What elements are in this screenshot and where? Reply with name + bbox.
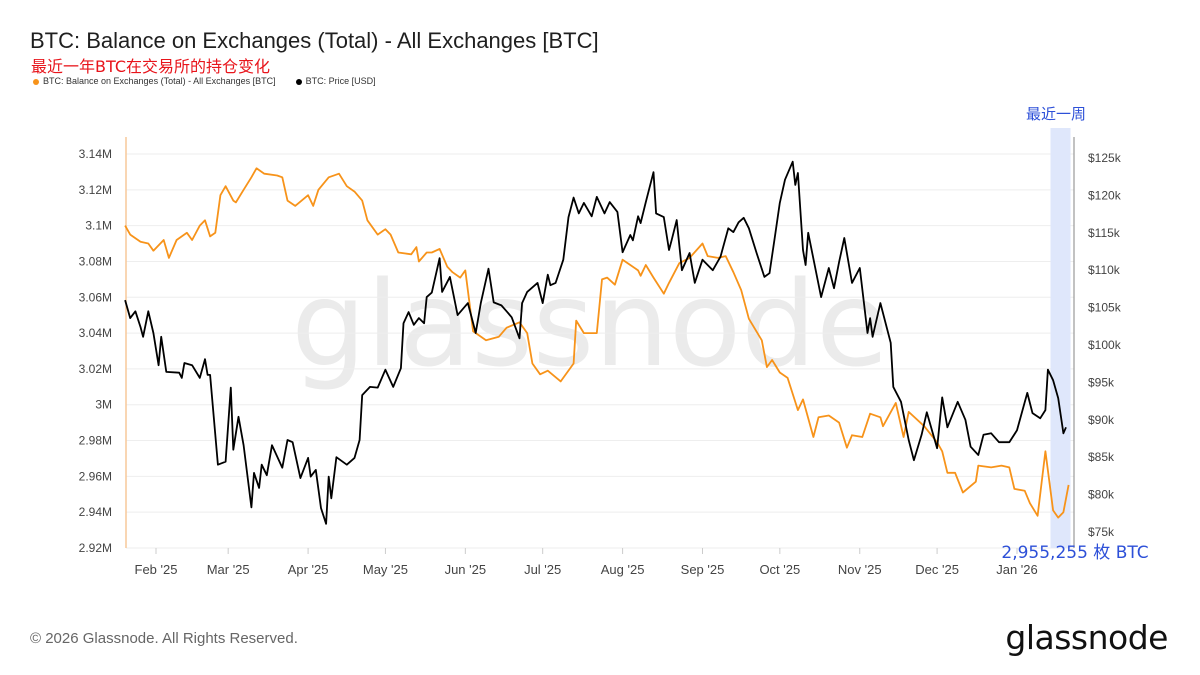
x-tick-label: Jul '25 <box>524 562 561 577</box>
glassnode-logo[interactable]: glassnode <box>1005 618 1168 657</box>
x-tick-label: Sep '25 <box>681 562 725 577</box>
x-tick-label: May '25 <box>363 562 408 577</box>
latest-value-label: 2,955,255 枚 BTC <box>1001 543 1148 563</box>
y-right-tick-label: $115k <box>1088 226 1121 240</box>
legend-item-price[interactable]: BTC: Price [USD] <box>295 76 376 86</box>
y-right-tick-label: $120k <box>1088 188 1122 202</box>
y-right-tick-label: $125k <box>1088 151 1122 165</box>
y-right-tick-label: $90k <box>1088 413 1115 427</box>
x-tick-label: Aug '25 <box>601 562 645 577</box>
y-left-tick-label: 3.02M <box>79 362 112 376</box>
y-left-tick-label: 3.14M <box>79 147 112 161</box>
chart-title: BTC: Balance on Exchanges (Total) - All … <box>30 28 599 53</box>
y-left-tick-label: 3.12M <box>79 183 112 197</box>
legend-dot-icon <box>33 78 39 85</box>
series-line-price <box>124 160 1067 525</box>
y-left-tick-label: 2.92M <box>79 541 112 555</box>
x-tick-label: Jan '26 <box>996 562 1038 577</box>
y-right-tick-label: $95k <box>1088 375 1115 389</box>
y-left-tick-label: 2.98M <box>79 434 112 448</box>
x-tick-label: Dec '25 <box>915 562 959 577</box>
y-right-tick-label: $105k <box>1088 301 1122 315</box>
y-right-tick-label: $75k <box>1088 525 1115 539</box>
x-tick-label: Apr '25 <box>288 562 329 577</box>
y-left-tick-label: 3.1M <box>85 219 112 233</box>
x-tick-label: Mar '25 <box>207 562 250 577</box>
y-left-tick-label: 3.08M <box>79 254 112 268</box>
legend-item-balance[interactable]: BTC: Balance on Exchanges (Total) - All … <box>33 76 276 86</box>
y-right-tick-label: $110k <box>1088 263 1121 277</box>
legend: BTC: Balance on Exchanges (Total) - All … <box>33 76 376 86</box>
y-right-tick-label: $100k <box>1088 338 1122 352</box>
legend-dot-icon <box>295 78 302 85</box>
y-left-tick-label: 2.94M <box>79 505 112 519</box>
copyright: © 2026 Glassnode. All Rights Reserved. <box>30 630 298 647</box>
watermark: glassnode <box>291 255 888 393</box>
y-left-tick-label: 3.04M <box>79 326 112 340</box>
recent-week-label: 最近一周 <box>1026 105 1086 123</box>
x-tick-label: Feb '25 <box>135 562 178 577</box>
y-left-tick-label: 3.06M <box>79 290 112 304</box>
recent-week-band <box>1050 128 1071 548</box>
legend-label: BTC: Balance on Exchanges (Total) - All … <box>43 76 276 86</box>
series-line-balance <box>124 167 1070 519</box>
x-tick-label: Nov '25 <box>838 562 882 577</box>
x-tick-label: Oct '25 <box>759 562 800 577</box>
y-left-tick-label: 2.96M <box>79 469 112 483</box>
y-right-tick-label: $85k <box>1088 450 1115 464</box>
y-right-tick-label: $80k <box>1088 488 1115 502</box>
x-tick-label: Jun '25 <box>445 562 487 577</box>
legend-label: BTC: Price [USD] <box>305 76 376 86</box>
chart-subtitle: 最近一年BTC在交易所的持仓变化 <box>31 57 270 76</box>
y-left-tick-label: 3M <box>95 398 112 412</box>
